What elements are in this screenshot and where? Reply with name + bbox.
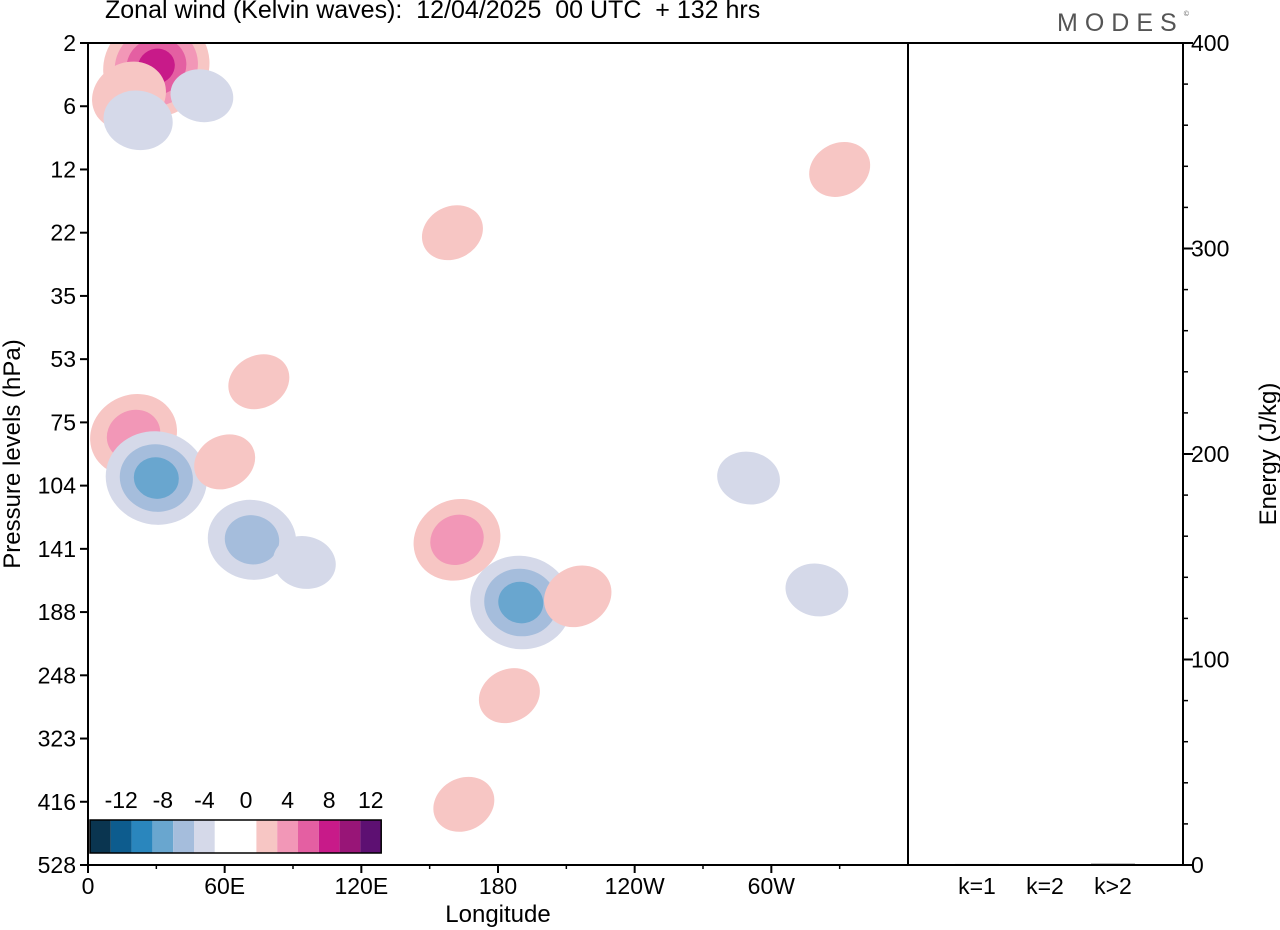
anomaly-contour — [717, 451, 780, 505]
brand-name: MODES — [1057, 9, 1184, 37]
y-tick-label: 104 — [38, 473, 77, 499]
y-tick-label: 6 — [63, 93, 76, 119]
anomaly-contour — [228, 354, 290, 410]
brand-mark: © — [1183, 11, 1189, 18]
y-tick-label: 528 — [38, 852, 76, 878]
colorbar-label: -4 — [194, 787, 215, 813]
x-axis: 0 60E 120E 180 120W 60W — [82, 865, 841, 899]
colorbar-swatch — [339, 820, 361, 853]
anomaly-contour — [543, 565, 612, 628]
anomaly-blob — [717, 451, 780, 505]
colorbar-label: 8 — [323, 787, 336, 813]
anomaly-blob — [785, 563, 849, 617]
anomaly-contour — [133, 457, 179, 499]
colorbar-swatch — [90, 820, 111, 853]
y-tick-label: 12 — [50, 156, 76, 182]
anomaly-contour — [170, 69, 234, 123]
y-tick-label: 53 — [50, 346, 76, 372]
colorbar-label: 0 — [240, 787, 253, 813]
colorbar-frame — [89, 819, 382, 854]
energy-bar — [955, 863, 999, 865]
colorbar: -12 -8 -4 0 4 8 12 — [89, 787, 384, 854]
colorbar-label: -8 — [153, 787, 173, 813]
anomaly-blob — [413, 498, 501, 581]
x-tick-label: 60E — [204, 873, 245, 899]
anomaly-contour — [224, 515, 280, 565]
anomaly-blob — [273, 535, 336, 589]
colorbar-swatch — [235, 820, 257, 853]
colorbar-swatch — [360, 820, 382, 853]
anomaly-blob — [809, 141, 871, 197]
energy-panel-frame — [907, 42, 1184, 866]
colorbar-swatch — [318, 820, 340, 853]
anomaly-blob — [478, 668, 540, 724]
x-tick-label: 60W — [748, 873, 796, 899]
heatmap-anomalies — [90, 43, 871, 832]
colorbar-swatch — [152, 820, 174, 853]
energy-category-label: k=2 — [1026, 873, 1064, 899]
anomaly-contour — [103, 90, 173, 151]
colorbar-swatch — [298, 820, 319, 853]
x-tick-label: 120W — [605, 873, 665, 899]
x-tick-label: 120E — [334, 873, 388, 899]
colorbar-swatch — [173, 820, 194, 853]
anomaly-blob — [543, 565, 612, 628]
anomaly-blob — [421, 205, 483, 261]
anomaly-contour — [421, 205, 483, 261]
anomaly-blob — [170, 69, 234, 123]
energy-bars: k=1 k=2 k>2 — [955, 863, 1135, 899]
y-tick-label: 2 — [63, 30, 76, 56]
x-tick-label: 180 — [479, 873, 517, 899]
anomaly-blob — [228, 354, 290, 410]
anomaly-contour — [273, 535, 336, 589]
anomaly-blob — [105, 431, 207, 525]
anomaly-contour — [433, 776, 495, 832]
anomaly-blob — [194, 434, 256, 490]
energy-bar — [1091, 863, 1135, 865]
anomaly-blob — [433, 776, 495, 832]
y-tick-label: 35 — [50, 283, 76, 309]
x-axis-title: Longitude — [445, 901, 550, 928]
energy-category-label: k>2 — [1094, 873, 1132, 899]
energy-tick-label: 400 — [1191, 30, 1229, 56]
anomaly-blob — [103, 90, 173, 151]
anomaly-contour — [430, 514, 484, 565]
y-tick-label: 22 — [50, 220, 76, 246]
energy-category-label: k=1 — [958, 873, 996, 899]
anomaly-contour — [785, 563, 849, 617]
chart-title: Zonal wind (Kelvin waves): 12/04/2025 00… — [105, 0, 761, 24]
colorbar-swatch — [277, 820, 298, 853]
colorbar-label: 12 — [358, 787, 384, 813]
colorbar-swatch — [110, 820, 132, 853]
energy-bar — [1023, 864, 1067, 866]
y-tick-label: 416 — [38, 789, 76, 815]
energy-axis-title: Energy (J/kg) — [1255, 383, 1280, 526]
anomaly-contour — [809, 141, 871, 197]
colorbar-label: -12 — [105, 787, 138, 813]
colorbar-swatch — [214, 820, 236, 853]
y-tick-label: 188 — [38, 599, 76, 625]
anomaly-contour — [498, 581, 544, 624]
energy-tick-label: 300 — [1191, 236, 1229, 262]
energy-tick-label: 200 — [1191, 441, 1229, 467]
y-tick-label: 75 — [50, 409, 76, 435]
y-tick-label: 248 — [38, 662, 76, 688]
y-axis-title: Pressure levels (hPa) — [0, 339, 26, 568]
energy-axis: 0 100 200 300 400 — [1183, 30, 1229, 878]
x-tick-label: 0 — [82, 873, 95, 899]
y-tick-label: 323 — [38, 726, 76, 752]
brand-logo: MODES© — [1057, 9, 1189, 38]
colorbar-swatch — [256, 820, 278, 853]
y-axis: 2 6 12 22 35 53 75 104 141 188 248 323 416 528 — [38, 30, 88, 878]
colorbar-swatch — [194, 820, 215, 853]
anomaly-blob — [470, 555, 572, 650]
y-tick-label: 141 — [38, 536, 76, 562]
anomaly-contour — [194, 434, 256, 490]
energy-tick-label: 0 — [1191, 852, 1204, 878]
anomaly-contour — [478, 668, 540, 724]
colorbar-label: 4 — [281, 787, 294, 813]
energy-tick-label: 100 — [1191, 647, 1229, 673]
colorbar-swatch — [131, 820, 153, 853]
